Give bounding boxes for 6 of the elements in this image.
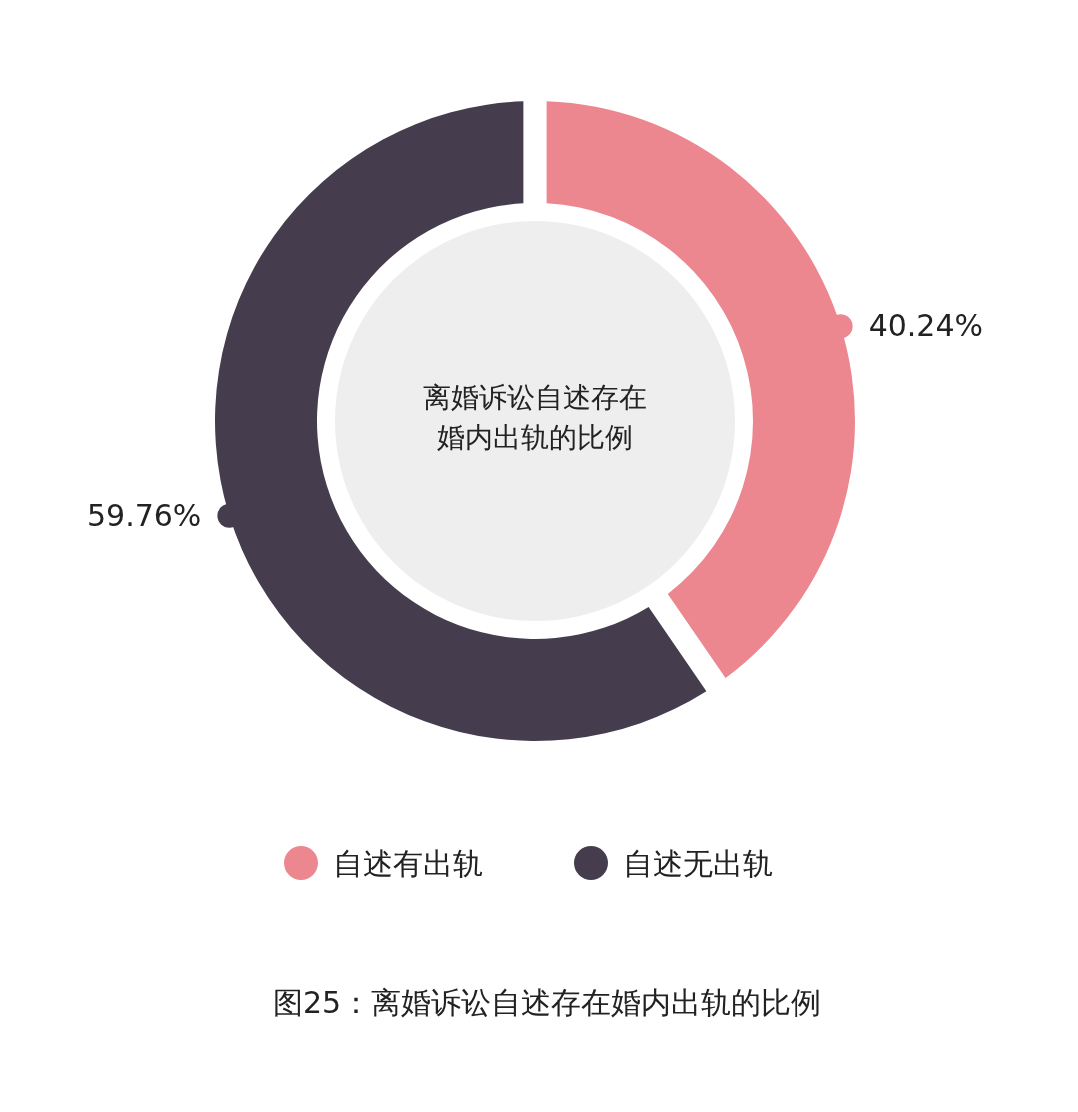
text: 离婚诉讼自述存在婚内出轨的比例 xyxy=(423,381,647,454)
data-label: 40.24% xyxy=(868,308,984,344)
data-label: 59.76% xyxy=(86,497,202,533)
legend-label: 自述有出轨 xyxy=(333,846,483,881)
legend-label: 自述无出轨 xyxy=(623,846,773,881)
caption: 图25：离婚诉讼自述存在婚内出轨的比例 xyxy=(272,985,822,1020)
